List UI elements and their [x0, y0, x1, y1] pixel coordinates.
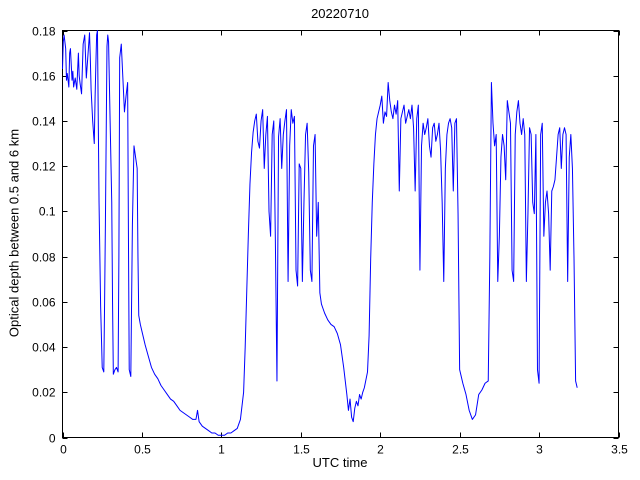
x-tick-label: 1 — [218, 443, 225, 457]
y-tick-label: 0.04 — [32, 341, 56, 355]
plot-box — [62, 30, 619, 438]
x-tick-label: 0 — [60, 443, 67, 457]
y-tick-label: 0.18 — [32, 25, 56, 39]
x-tick-label: 3.5 — [611, 443, 628, 457]
y-tick-label: 0.08 — [32, 251, 56, 265]
x-axis-label: UTC time — [312, 455, 368, 470]
x-tick-label: 2.5 — [452, 443, 469, 457]
data-line-optical-depth — [62, 30, 578, 436]
y-tick-label: 0.06 — [32, 296, 56, 310]
y-tick-label: 0 — [49, 432, 56, 446]
y-tick-label: 0.14 — [32, 115, 56, 129]
chart-title: 20220710 — [311, 6, 369, 21]
x-tick-label: 1.5 — [293, 443, 310, 457]
y-tick-label: 0.16 — [32, 70, 56, 84]
y-tick-label: 0.1 — [39, 205, 56, 219]
x-tick-label: 3 — [536, 443, 543, 457]
x-tick-label: 2 — [377, 443, 384, 457]
x-tick-label: 0.5 — [134, 443, 151, 457]
y-tick-label: 0.12 — [32, 160, 56, 174]
y-tick-label: 0.02 — [32, 386, 56, 400]
